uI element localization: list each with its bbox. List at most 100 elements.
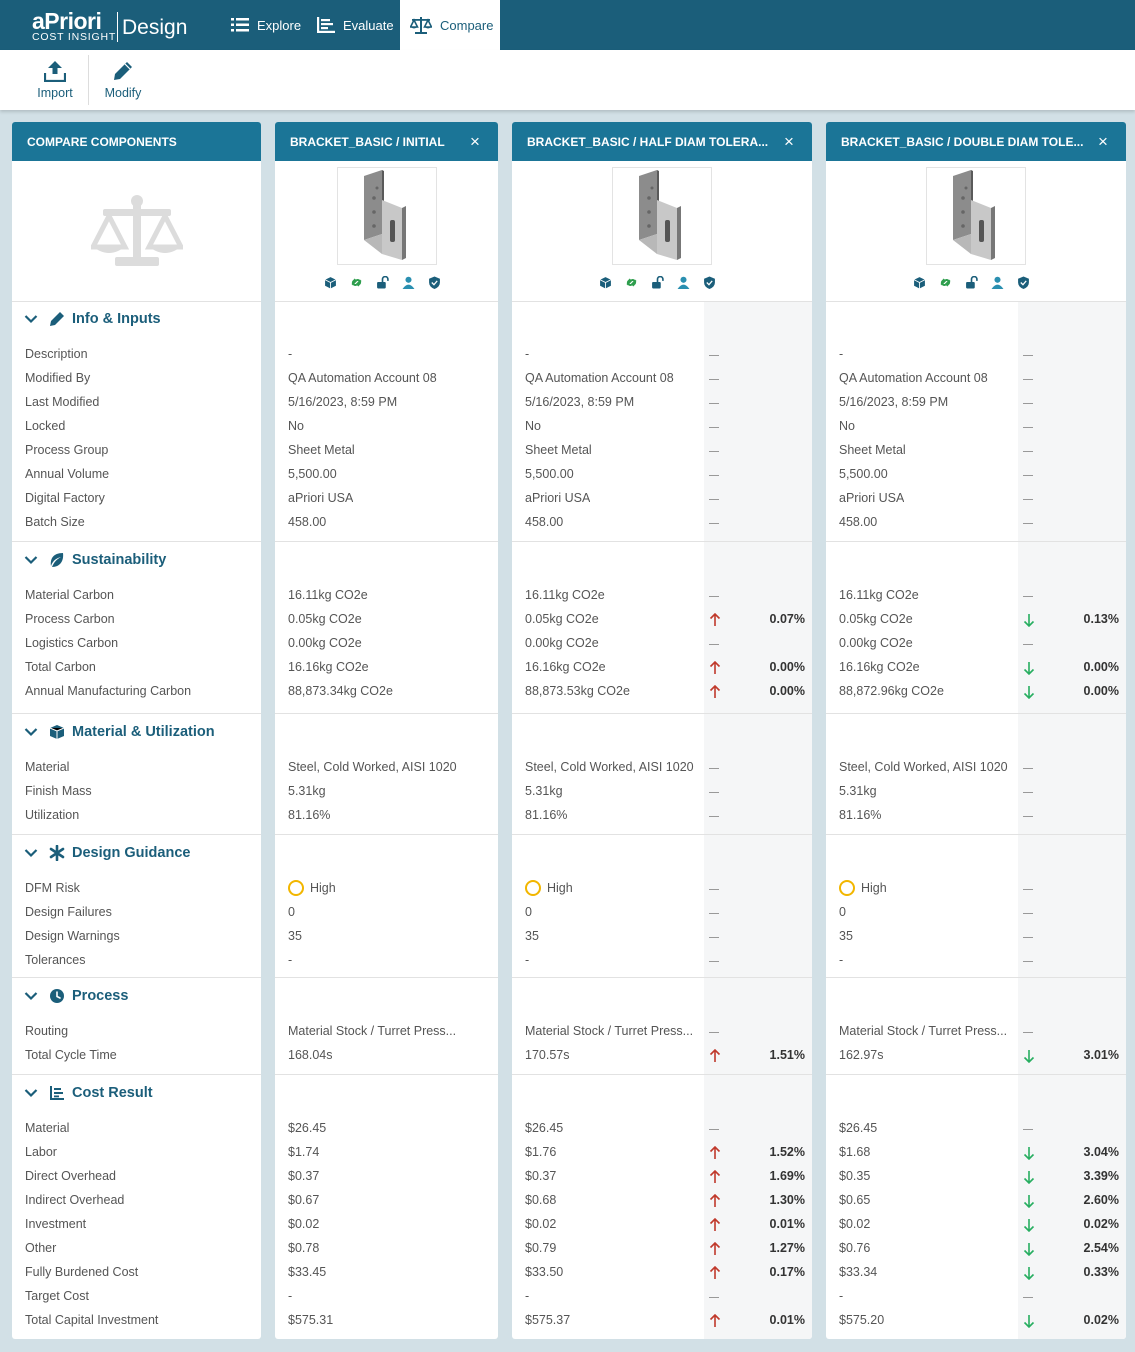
link-icon[interactable] <box>939 276 952 289</box>
section-header[interactable]: Cost Result <box>24 1083 153 1103</box>
row-value: - <box>839 1289 844 1303</box>
section-header[interactable]: Info & Inputs <box>24 309 161 329</box>
no-change-dash <box>1023 355 1033 356</box>
cube-icon[interactable] <box>599 276 612 289</box>
component-thumbnail[interactable] <box>337 167 437 265</box>
user-icon[interactable] <box>402 276 415 289</box>
no-change-dash <box>709 913 719 914</box>
arrow-down-icon <box>1023 1314 1035 1329</box>
top-nav-bar: aPriori COST INSIGHT Design Explore Eval… <box>0 0 1135 50</box>
dfm-high-icon <box>525 880 541 896</box>
arrow-down-icon <box>1023 1049 1035 1064</box>
row-value: 35 <box>525 929 539 943</box>
row-value: 0.00kg CO2e <box>839 636 913 650</box>
upload-icon <box>44 61 66 82</box>
import-button[interactable]: Import <box>30 50 80 110</box>
section-divider <box>12 977 261 978</box>
section-divider <box>275 713 498 714</box>
row-label: Process Carbon <box>25 612 115 626</box>
part-thumbnail <box>953 170 995 260</box>
row-label: Direct Overhead <box>25 1169 117 1183</box>
toolbar: Import Modify <box>0 50 1135 110</box>
row-value: 16.11kg CO2e <box>288 588 368 602</box>
row-value: 5/16/2023, 8:59 PM <box>288 395 398 409</box>
arrow-down-icon <box>1023 613 1035 628</box>
logo-divider <box>117 12 118 42</box>
scale-icon <box>410 17 432 34</box>
shield-icon[interactable] <box>1017 276 1030 289</box>
section-header[interactable]: Material & Utilization <box>24 722 215 742</box>
row-label: Batch Size <box>25 515 85 529</box>
row-value: $1.74 <box>288 1145 320 1159</box>
section-header[interactable]: Process <box>24 986 128 1006</box>
component-title[interactable]: BRACKET_BASIC / INITIAL <box>290 134 445 149</box>
section-header[interactable]: Design Guidance <box>24 843 190 863</box>
modify-label: Modify <box>104 86 142 100</box>
leaf-icon <box>49 552 65 568</box>
row-label: Other <box>25 1241 57 1255</box>
nav-tab-compare[interactable]: Compare <box>400 0 500 50</box>
part-thumbnail <box>364 170 406 260</box>
section-divider <box>275 301 498 302</box>
percent-change: 1.69% <box>769 1169 805 1183</box>
shield-icon[interactable] <box>703 276 716 289</box>
component-column: BRACKET_BASIC / HALF DIAM TOLERA... × - QA… <box>512 122 812 1339</box>
shield-icon[interactable] <box>428 276 441 289</box>
nav-tab-evaluate[interactable]: Evaluate <box>317 0 394 50</box>
section-divider <box>275 834 498 835</box>
unlock-icon[interactable] <box>651 276 664 289</box>
row-value: 0.05kg CO2e <box>288 612 362 626</box>
section-divider <box>826 834 1126 835</box>
row-value: $26.45 <box>839 1121 878 1135</box>
row-value: $0.37 <box>525 1169 557 1183</box>
clock-icon <box>49 988 65 1004</box>
link-icon[interactable] <box>625 276 638 289</box>
no-change-dash <box>1023 792 1033 793</box>
close-icon[interactable]: × <box>1098 131 1108 151</box>
row-value: 16.11kg CO2e <box>525 588 605 602</box>
row-label: Utilization <box>25 808 80 822</box>
arrow-up-icon <box>709 1241 721 1256</box>
unlock-icon[interactable] <box>376 276 389 289</box>
component-thumbnail[interactable] <box>926 167 1026 265</box>
percent-change: 1.27% <box>769 1241 805 1255</box>
percent-change: 0.01% <box>769 1313 805 1327</box>
dfm-risk-label: High <box>861 881 887 895</box>
component-title[interactable]: BRACKET_BASIC / DOUBLE DIAM TOLE... <box>841 134 1084 149</box>
row-value: - <box>288 347 293 361</box>
row-value: No <box>839 419 855 433</box>
close-icon[interactable]: × <box>784 131 794 151</box>
section-header[interactable]: Sustainability <box>24 550 166 570</box>
unlock-icon[interactable] <box>965 276 978 289</box>
user-icon[interactable] <box>991 276 1004 289</box>
cube-icon[interactable] <box>324 276 337 289</box>
row-label: Logistics Carbon <box>25 636 119 650</box>
no-change-dash <box>709 644 719 645</box>
part-thumbnail <box>639 170 681 260</box>
percent-change: 0.13% <box>1083 612 1119 626</box>
section-divider <box>12 834 261 835</box>
close-icon[interactable]: × <box>470 131 480 151</box>
component-title[interactable]: BRACKET_BASIC / HALF DIAM TOLERA... <box>527 134 769 149</box>
row-label: Locked <box>25 419 66 433</box>
nav-tab-explore[interactable]: Explore <box>231 0 301 50</box>
no-change-dash <box>1023 596 1033 597</box>
no-change-dash <box>709 523 719 524</box>
row-value: 81.16% <box>839 808 882 822</box>
row-label: Digital Factory <box>25 491 105 505</box>
cube-icon[interactable] <box>913 276 926 289</box>
link-icon[interactable] <box>350 276 363 289</box>
row-label: Process Group <box>25 443 109 457</box>
user-icon[interactable] <box>677 276 690 289</box>
no-change-dash <box>709 1129 719 1130</box>
component-thumbnail[interactable] <box>612 167 712 265</box>
section-divider <box>826 977 1126 978</box>
row-label: Annual Manufacturing Carbon <box>25 684 192 698</box>
row-value: $0.37 <box>288 1169 320 1183</box>
nav-tab-label: Compare <box>440 17 494 33</box>
modify-button[interactable]: Modify <box>97 50 149 110</box>
dfm-high-icon <box>288 880 304 896</box>
column-title: COMPARE COMPONENTS <box>27 134 177 149</box>
chevron-down-icon <box>24 848 38 858</box>
row-value: Material Stock / Turret Press... <box>839 1024 1008 1038</box>
